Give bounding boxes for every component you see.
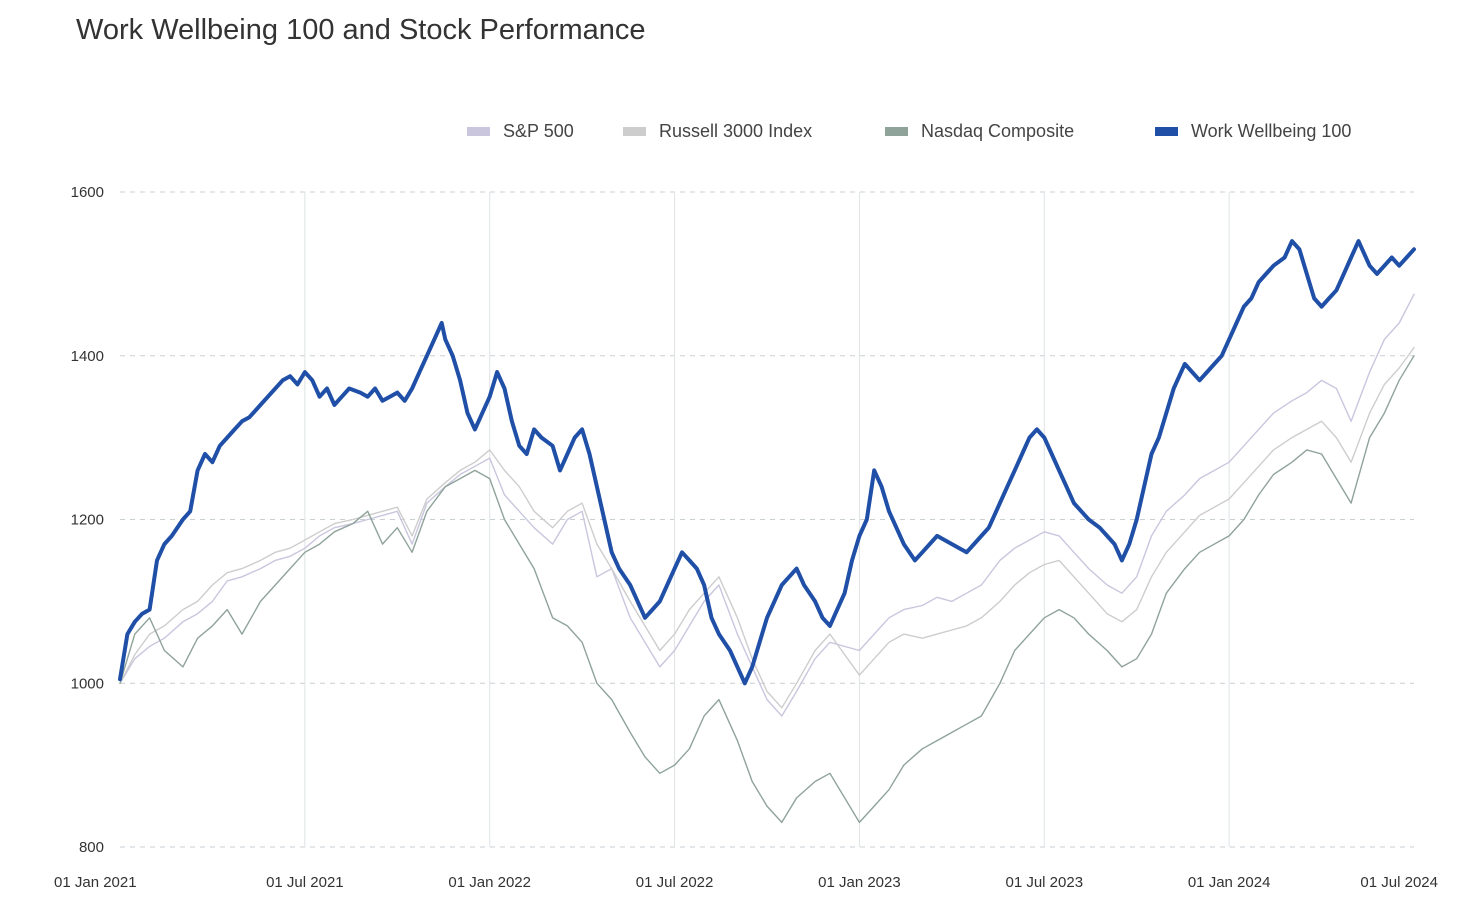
legend-swatch-nasdaq <box>885 126 908 136</box>
legend-swatch-russell3000 <box>623 126 646 136</box>
legend-label-russell3000: Russell 3000 Index <box>659 120 813 141</box>
x-tick-label: 01 Jul 2023 <box>1005 874 1083 891</box>
x-tick-label: 01 Jan 2021 <box>54 874 137 891</box>
legend-label-work-wellbeing: Work Wellbeing 100 <box>1191 120 1352 141</box>
y-tick-label: 1600 <box>71 184 104 201</box>
y-tick-label: 1000 <box>71 675 104 692</box>
legend-item-nasdaq: Nasdaq Composite <box>885 118 1074 144</box>
legend-label-sp500: S&P 500 <box>503 120 574 141</box>
legend-swatch-work-wellbeing <box>1155 126 1178 136</box>
legend-item-work-wellbeing: Work Wellbeing 100 <box>1155 118 1351 144</box>
chart-title: Work Wellbeing 100 and Stock Performance <box>76 14 646 46</box>
x-tick-label: 01 Jan 2023 <box>818 874 901 891</box>
x-tick-label: 01 Jan 2024 <box>1188 874 1271 891</box>
x-tick-label: 01 Jul 2022 <box>636 874 714 891</box>
y-tick-label: 1200 <box>71 512 104 529</box>
series-line-work-wellbeing-100 <box>118 239 1416 686</box>
series-line-russell-3000-index <box>119 346 1415 709</box>
legend-item-russell3000: Russell 3000 Index <box>623 118 812 144</box>
x-tick-label: 01 Jan 2022 <box>448 874 531 891</box>
legend-swatch-sp500 <box>467 126 490 136</box>
legend-label-nasdaq: Nasdaq Composite <box>921 120 1075 141</box>
chart-legend: S&P 500 Russell 3000 Index Nasdaq Compos… <box>0 118 1483 144</box>
y-tick-label: 800 <box>79 839 104 856</box>
y-tick-label: 1400 <box>71 348 104 365</box>
x-tick-label: 01 Jul 2021 <box>266 874 344 891</box>
x-tick-label: 01 Jul 2024 <box>1360 874 1438 891</box>
legend-item-sp500: S&P 500 <box>467 118 574 144</box>
series-line-nasdaq-composite <box>119 355 1415 824</box>
